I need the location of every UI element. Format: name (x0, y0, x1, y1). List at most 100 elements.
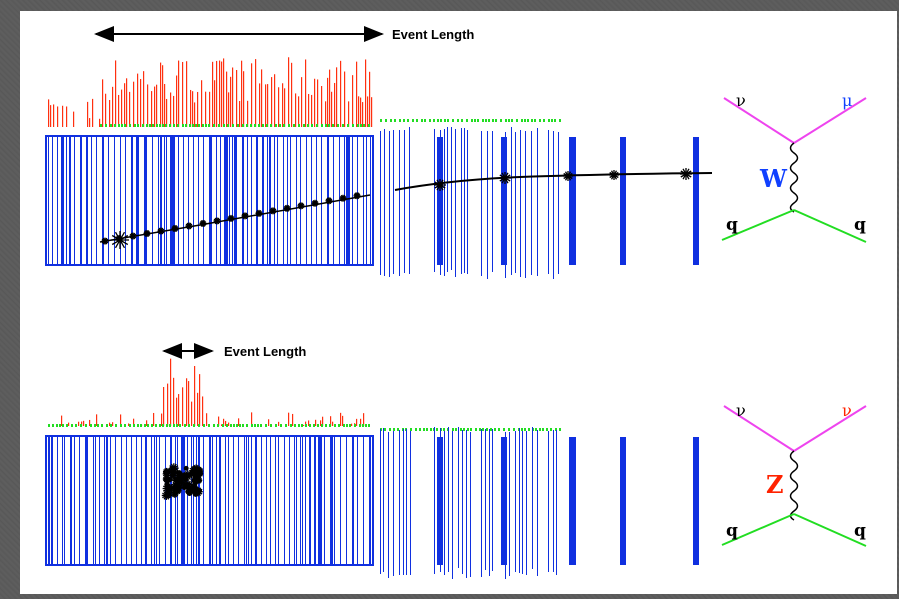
hit-marker (285, 424, 287, 427)
z-quark-line-left (721, 513, 795, 546)
hit-cluster (241, 213, 249, 219)
detector-plane (290, 137, 291, 264)
hit-marker (239, 424, 241, 427)
energy-bar (154, 86, 156, 127)
spectrometer-plane (481, 429, 482, 577)
spectrometer-plane (404, 130, 405, 273)
detector-plane (178, 137, 179, 264)
energy-bar (192, 91, 194, 127)
hit-marker (134, 124, 136, 127)
hit-marker (294, 424, 296, 427)
hit-marker (412, 119, 414, 122)
hit-marker (303, 124, 305, 127)
detector-plane (106, 437, 108, 564)
energy-bar (176, 75, 178, 127)
detector-plane (212, 437, 213, 564)
hit-marker (185, 124, 187, 127)
hit-marker (461, 119, 463, 122)
energy-bar (201, 80, 203, 127)
iron-plane (437, 137, 443, 265)
energy-bar (216, 60, 218, 127)
hit-cluster (183, 466, 189, 471)
spectrometer-plane (451, 127, 452, 270)
z-feynman-diagram: ν ν Z q q (721, 401, 867, 547)
muon-track-line (394, 172, 713, 191)
energy-bar (102, 79, 104, 127)
detector-plane (229, 137, 230, 264)
detector-plane (188, 137, 189, 264)
energy-bar (261, 69, 263, 127)
energy-bar (352, 75, 354, 127)
hit-marker (548, 119, 550, 122)
detector-plane (242, 137, 244, 264)
spectrometer-plane (452, 431, 453, 579)
detector-plane (296, 437, 297, 564)
detector-plane (248, 437, 249, 564)
hit-cluster (609, 171, 619, 179)
hit-marker (354, 424, 356, 427)
hit-marker (477, 119, 479, 122)
energy-bar (218, 416, 220, 426)
hit-marker (368, 124, 370, 127)
energy-bar (331, 91, 333, 127)
hit-marker (455, 428, 457, 431)
hit-marker (218, 124, 220, 127)
detector-plane (283, 137, 284, 264)
spectrometer-plane (509, 432, 510, 576)
energy-bar (182, 61, 184, 127)
hit-marker (457, 119, 459, 122)
detector-plane (277, 137, 278, 264)
spectrometer-plane (531, 131, 532, 275)
spectrometer-plane (532, 427, 533, 569)
hit-marker (147, 424, 149, 427)
detector-plane (203, 137, 204, 264)
hit-marker (242, 424, 244, 427)
w-nu-label: ν (736, 91, 746, 110)
energy-bar (308, 93, 310, 127)
energy-bar (199, 374, 201, 426)
energy-bar (170, 358, 172, 426)
hit-marker (360, 124, 362, 127)
z-boson-label: Z (766, 470, 784, 499)
hit-marker (233, 424, 235, 427)
energy-bar (315, 419, 317, 426)
energy-bar (367, 96, 369, 127)
detector-plane (334, 437, 335, 564)
detector-plane (366, 137, 367, 264)
hit-marker (266, 124, 268, 127)
hit-marker (213, 124, 215, 127)
hit-marker (479, 428, 481, 431)
hit-marker (198, 124, 200, 127)
hit-marker (393, 428, 395, 431)
energy-bar (164, 83, 166, 127)
energy-bar (206, 413, 208, 426)
energy-bar (87, 101, 89, 127)
detector-plane (61, 137, 63, 264)
w-fine-grained-detector-frame (45, 135, 374, 266)
detector-plane (165, 437, 166, 564)
hit-marker (524, 119, 526, 122)
hit-marker (142, 124, 144, 127)
hit-marker (149, 124, 151, 127)
iron-plane (437, 437, 443, 565)
energy-bar (230, 76, 232, 127)
energy-bar (360, 418, 362, 426)
z-hadronic-shower (161, 463, 204, 500)
hit-marker (338, 424, 340, 427)
detector-plane (48, 137, 49, 264)
detector-plane (234, 137, 236, 264)
hit-marker (539, 428, 541, 431)
hit-marker (133, 424, 135, 427)
spectrometer-plane (462, 430, 463, 574)
spectrometer-plane (558, 132, 559, 274)
hit-marker (242, 124, 244, 127)
hit-marker (205, 124, 207, 127)
detector-plane (183, 437, 185, 564)
hit-marker (120, 424, 122, 427)
detector-plane (309, 437, 311, 564)
detector-plane (110, 437, 111, 564)
detector-plane (269, 137, 271, 264)
energy-bar (288, 412, 290, 426)
energy-bar (259, 83, 261, 127)
hit-marker (56, 424, 58, 427)
